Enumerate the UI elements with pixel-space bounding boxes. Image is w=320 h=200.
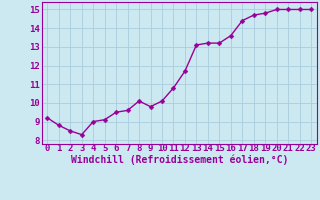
X-axis label: Windchill (Refroidissement éolien,°C): Windchill (Refroidissement éolien,°C)	[70, 154, 288, 165]
